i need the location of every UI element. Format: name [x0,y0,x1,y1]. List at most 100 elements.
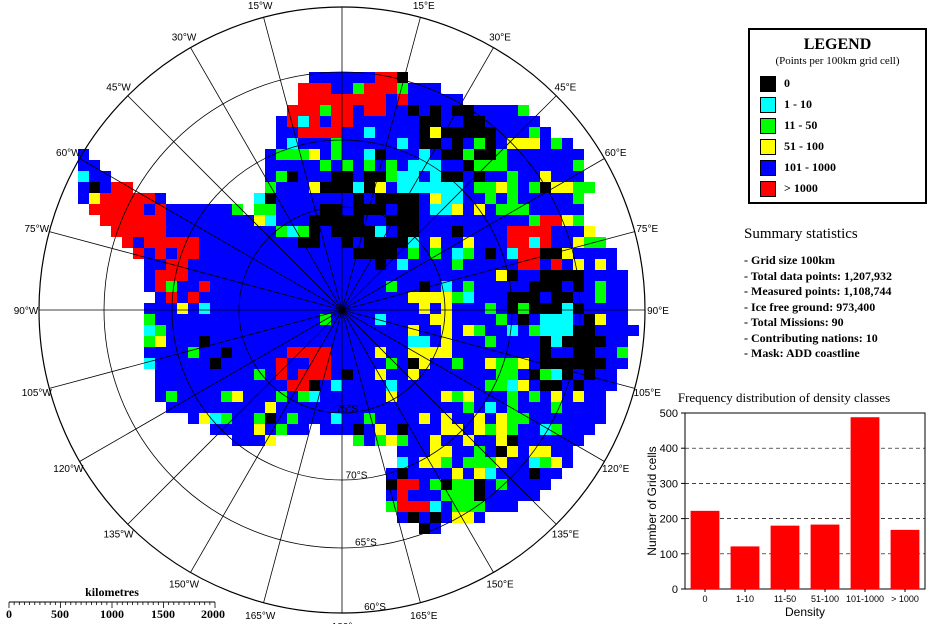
grid-cell [573,303,584,314]
longitude-label: 135°W [103,529,134,540]
grid-cell [298,259,309,270]
grid-cell [507,226,518,237]
grid-cell [518,292,529,303]
grid-cell [188,281,199,292]
grid-cell [452,391,463,402]
grid-cell [331,424,342,435]
grid-cell [210,336,221,347]
grid-cell [287,105,298,116]
grid-cell [177,281,188,292]
grid-cell [595,259,606,270]
grid-cell [188,369,199,380]
grid-cell [430,127,441,138]
grid-cell [573,182,584,193]
grid-cell [518,226,529,237]
grid-cell [276,292,287,303]
grid-cell [155,259,166,270]
grid-cell [507,413,518,424]
grid-cell [441,490,452,501]
grid-cell [276,193,287,204]
grid-cell [584,336,595,347]
histogram-bar [770,525,800,589]
grid-cell [100,182,111,193]
grid-cell [265,369,276,380]
grid-cell [540,413,551,424]
grid-cell [188,358,199,369]
grid-cell [309,380,320,391]
grid-cell [353,259,364,270]
grid-cell [408,424,419,435]
grid-cell [320,149,331,160]
grid-cell [573,171,584,182]
grid-cell [155,391,166,402]
grid-cell [386,303,397,314]
grid-cell [243,435,254,446]
grid-cell [78,149,89,160]
grid-cell [529,237,540,248]
histogram-bar [690,510,720,589]
grid-cell [397,325,408,336]
grid-cell [518,325,529,336]
grid-cell [397,72,408,83]
grid-cell [419,204,430,215]
grid-cell [188,314,199,325]
grid-cell [287,160,298,171]
grid-cell [320,303,331,314]
grid-cell [573,347,584,358]
grid-cell [155,336,166,347]
grid-cell [540,457,551,468]
grid-cell [375,83,386,94]
grid-cell [375,424,386,435]
grid-cell [309,171,320,182]
grid-cell [221,259,232,270]
grid-cell [507,380,518,391]
grid-cell [496,479,507,490]
grid-cell [430,479,441,490]
grid-cell [243,226,254,237]
grid-cell [364,116,375,127]
grid-cell [430,369,441,380]
grid-cell [287,215,298,226]
grid-cell [419,105,430,116]
grid-cell [529,325,540,336]
grid-cell [298,182,309,193]
grid-cell [617,336,628,347]
grid-cell [562,215,573,226]
grid-cell [364,347,375,358]
grid-cell [386,160,397,171]
grid-cell [408,369,419,380]
grid-cell [298,413,309,424]
grid-cell [397,424,408,435]
grid-cell [166,215,177,226]
grid-cell [298,424,309,435]
grid-cell [122,237,133,248]
grid-cell [243,215,254,226]
grid-cell [540,336,551,347]
grid-cell [507,149,518,160]
grid-cell [551,358,562,369]
grid-cell [364,281,375,292]
grid-cell [562,182,573,193]
grid-cell [188,237,199,248]
grid-cell [397,226,408,237]
grid-cell [617,270,628,281]
grid-cell [573,413,584,424]
grid-cell [419,435,430,446]
grid-cell [408,490,419,501]
grid-cell [353,402,364,413]
grid-cell [606,347,617,358]
grid-cell [529,314,540,325]
meridian-line [341,309,635,389]
grid-cell [408,215,419,226]
grid-cell [155,237,166,248]
grid-cell [430,259,441,270]
latitude-label: 60°S [364,602,386,613]
grid-cell [254,237,265,248]
grid-cell [320,182,331,193]
grid-cell [375,435,386,446]
grid-cell [397,281,408,292]
grid-cell [474,424,485,435]
grid-cell [551,391,562,402]
grid-cell [441,413,452,424]
grid-cell [463,347,474,358]
